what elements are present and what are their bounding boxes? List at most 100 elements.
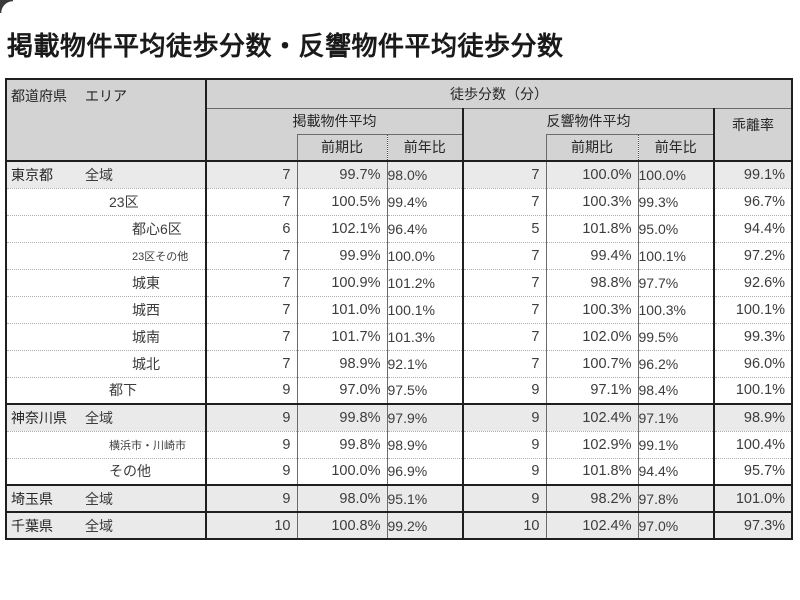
area-cell: 城南 <box>6 322 207 350</box>
response-minutes-cell: 7 <box>463 241 547 269</box>
header-listed-prev-year: 前年比 <box>387 133 464 162</box>
listed-minutes-cell: 7 <box>206 349 298 377</box>
response-prev-period-cell: 97.1% <box>546 376 639 404</box>
response-prev-period-cell: 102.0% <box>546 322 639 350</box>
header-response-group: 反響物件平均 <box>463 108 715 134</box>
deviation-cell: 99.3% <box>714 322 793 350</box>
deviation-cell: 95.7% <box>714 457 793 485</box>
header-listed-group: 掲載物件平均 <box>206 108 464 134</box>
response-prev-year-cell: 100.3% <box>638 295 715 323</box>
header-response-prev-period: 前期比 <box>546 133 639 162</box>
table-row: 千葉県 全域 10 100.8% 99.2% 10 102.4% 97.0% 97.3% <box>6 511 793 539</box>
response-prev-period-cell: 102.4% <box>546 403 639 431</box>
header-listed-prev-period: 前期比 <box>297 133 388 162</box>
listed-prev-year-cell: 92.1% <box>387 349 464 377</box>
prefecture-label: 神奈川県 <box>11 409 67 426</box>
deviation-cell: 101.0% <box>714 484 793 512</box>
area-cell: 23区 <box>6 187 207 215</box>
response-minutes-cell: 7 <box>463 187 547 215</box>
listed-minutes-cell: 9 <box>206 430 298 458</box>
header-area-column: 都道府県 エリア <box>6 79 207 162</box>
response-minutes-cell: 9 <box>463 457 547 485</box>
listed-minutes-cell: 7 <box>206 322 298 350</box>
area-cell: 埼玉県 全域 <box>6 484 207 512</box>
area-label: 城北 <box>132 355 160 372</box>
listed-prev-period-cell: 100.5% <box>297 187 388 215</box>
listed-minutes-cell: 9 <box>206 376 298 404</box>
response-prev-period-cell: 99.4% <box>546 241 639 269</box>
table-row: 神奈川県 全域 9 99.8% 97.9% 9 102.4% 97.1% 98.9% <box>6 403 793 431</box>
listed-prev-period-cell: 100.9% <box>297 268 388 296</box>
area-label: 城西 <box>132 301 160 318</box>
listed-minutes-cell: 9 <box>206 484 298 512</box>
area-cell: 23区その他 <box>6 241 207 269</box>
response-minutes-cell: 7 <box>463 268 547 296</box>
response-minutes-cell: 9 <box>463 430 547 458</box>
listed-minutes-cell: 7 <box>206 295 298 323</box>
response-prev-year-cell: 98.4% <box>638 376 715 404</box>
area-cell: 横浜市・川崎市 <box>6 430 207 458</box>
listed-prev-period-cell: 97.0% <box>297 376 388 404</box>
listed-prev-period-cell: 99.8% <box>297 430 388 458</box>
listed-prev-period-cell: 100.0% <box>297 457 388 485</box>
listed-prev-period-cell: 99.7% <box>297 160 388 188</box>
area-cell: その他 <box>6 457 207 485</box>
table-body: 東京都 全域 7 99.7% 98.0% 7 100.0% 100.0% 99.1% 23区 7 10… <box>6 160 793 539</box>
deviation-cell: 99.1% <box>714 160 793 188</box>
prefecture-label: 千葉県 <box>11 517 53 534</box>
listed-prev-year-cell: 97.5% <box>387 376 464 404</box>
response-minutes-cell: 9 <box>463 484 547 512</box>
listed-prev-period-cell: 101.0% <box>297 295 388 323</box>
response-minutes-cell: 7 <box>463 322 547 350</box>
response-minutes-cell: 10 <box>463 511 547 539</box>
response-prev-year-cell: 94.4% <box>638 457 715 485</box>
listed-prev-year-cell: 95.1% <box>387 484 464 512</box>
area-cell: 都心6区 <box>6 214 207 242</box>
response-minutes-cell: 7 <box>463 349 547 377</box>
deviation-cell: 100.1% <box>714 295 793 323</box>
table-row: 23区 7 100.5% 99.4% 7 100.3% 99.3% 96.7% <box>6 187 793 215</box>
area-cell: 城東 <box>6 268 207 296</box>
response-prev-period-cell: 102.4% <box>546 511 639 539</box>
listed-minutes-cell: 6 <box>206 214 298 242</box>
listed-minutes-cell: 7 <box>206 187 298 215</box>
deviation-cell: 100.4% <box>714 430 793 458</box>
header-response-minutes-blank <box>463 134 547 162</box>
listed-prev-year-cell: 96.4% <box>387 214 464 242</box>
deviation-cell: 98.9% <box>714 403 793 431</box>
deviation-cell: 97.3% <box>714 511 793 539</box>
listed-minutes-cell: 9 <box>206 457 298 485</box>
listed-prev-period-cell: 98.9% <box>297 349 388 377</box>
table-header: 都道府県 エリア 徒歩分数（分） 掲載物件平均 反響物件平均 乖離率 前期比 前年… <box>6 79 793 162</box>
area-cell: 城北 <box>6 349 207 377</box>
listed-prev-period-cell: 100.8% <box>297 511 388 539</box>
prefecture-label: 埼玉県 <box>11 490 53 507</box>
area-label: 城東 <box>132 274 160 291</box>
walk-minutes-table: 都道府県 エリア 徒歩分数（分） 掲載物件平均 反響物件平均 乖離率 前期比 前年… <box>5 78 794 540</box>
listed-prev-period-cell: 102.1% <box>297 214 388 242</box>
deviation-cell: 96.7% <box>714 187 793 215</box>
table-row: 城南 7 101.7% 101.3% 7 102.0% 99.5% 99.3% <box>6 322 793 350</box>
table-row: 東京都 全域 7 99.7% 98.0% 7 100.0% 100.0% 99.1% <box>6 160 793 188</box>
listed-prev-year-cell: 99.2% <box>387 511 464 539</box>
area-label: 城南 <box>132 328 160 345</box>
listed-prev-year-cell: 101.2% <box>387 268 464 296</box>
listed-minutes-cell: 9 <box>206 403 298 431</box>
response-prev-year-cell: 99.3% <box>638 187 715 215</box>
listed-prev-year-cell: 100.1% <box>387 295 464 323</box>
deviation-cell: 92.6% <box>714 268 793 296</box>
area-label: 全域 <box>85 490 113 507</box>
response-prev-year-cell: 99.1% <box>638 430 715 458</box>
table-row: 埼玉県 全域 9 98.0% 95.1% 9 98.2% 97.8% 101.0% <box>6 484 793 512</box>
window-corner-artifact <box>0 0 13 13</box>
response-prev-year-cell: 97.8% <box>638 484 715 512</box>
table-row: 横浜市・川崎市 9 99.8% 98.9% 9 102.9% 99.1% 100.4% <box>6 430 793 458</box>
area-label: 全域 <box>85 409 113 426</box>
response-prev-period-cell: 100.3% <box>546 187 639 215</box>
deviation-cell: 100.1% <box>714 376 793 404</box>
listed-prev-period-cell: 101.7% <box>297 322 388 350</box>
header-area-label: エリア <box>85 88 127 104</box>
table-row: 城東 7 100.9% 101.2% 7 98.8% 97.7% 92.6% <box>6 268 793 296</box>
area-cell: 城西 <box>6 295 207 323</box>
listed-prev-year-cell: 100.0% <box>387 241 464 269</box>
